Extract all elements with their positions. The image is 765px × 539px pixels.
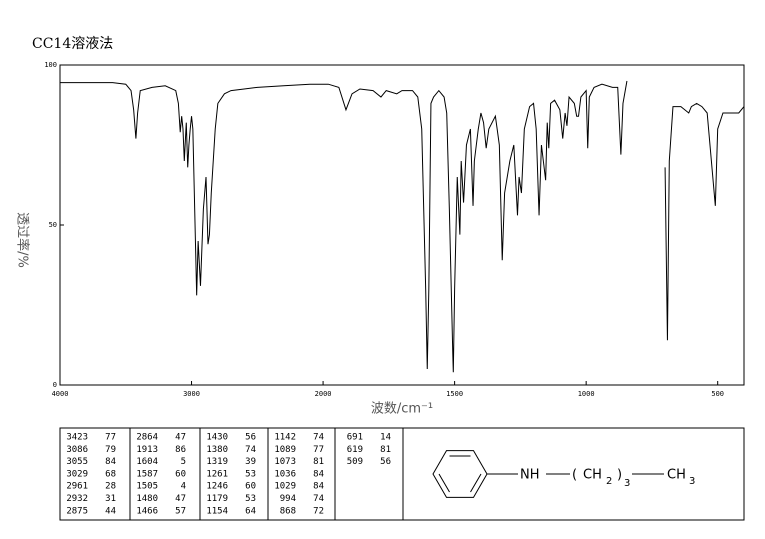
peak-transmittance: 60: [245, 482, 256, 492]
paren-close: ): [617, 468, 622, 483]
peak-transmittance: 47: [175, 433, 186, 443]
peak-transmittance: 47: [175, 494, 186, 504]
peak-transmittance: 81: [313, 457, 324, 467]
peak-wavenumber: 3423: [66, 433, 88, 443]
peak-transmittance: 72: [313, 506, 324, 516]
peak-transmittance: 81: [380, 445, 391, 455]
peak-wavenumber: 619: [347, 445, 363, 455]
peak-transmittance: 77: [313, 445, 324, 455]
peak-wavenumber: 1246: [206, 482, 228, 492]
peak-wavenumber: 868: [280, 506, 296, 516]
peak-wavenumber: 1154: [206, 506, 228, 516]
peak-transmittance: 77: [105, 433, 116, 443]
plot-frame: [59, 64, 745, 386]
peak-wavenumber: 1089: [274, 445, 296, 455]
peak-wavenumber: 2961: [66, 482, 88, 492]
y-tick-label: 50: [49, 221, 57, 229]
peak-transmittance: 60: [175, 469, 186, 479]
peak-transmittance: 28: [105, 482, 116, 492]
peak-wavenumber: 2932: [66, 494, 88, 504]
y-axis-label: 透过率/%: [15, 212, 31, 268]
peak-transmittance: 84: [105, 457, 116, 467]
x-tick-label: 1500: [446, 390, 463, 398]
terminal-label: CH: [667, 468, 686, 483]
benzene-ring: [432, 450, 664, 498]
peak-wavenumber: 994: [280, 494, 296, 504]
x-tick-label: 500: [711, 390, 724, 398]
x-tick-label: 1000: [578, 390, 595, 398]
peak-transmittance: 84: [313, 469, 324, 479]
peak-wavenumber: 691: [347, 433, 363, 443]
amine-label: NH: [520, 468, 540, 483]
peak-wavenumber: 3029: [66, 469, 88, 479]
x-tick-label: 3000: [183, 390, 200, 398]
peak-transmittance: 79: [105, 445, 116, 455]
peak-transmittance: 57: [175, 506, 186, 516]
x-axis-label: 波数/cm⁻¹: [371, 402, 433, 417]
peak-wavenumber: 1466: [136, 506, 158, 516]
peak-wavenumber: 2864: [136, 433, 158, 443]
spectrum-line: [60, 80, 745, 373]
peak-wavenumber: 1319: [206, 457, 228, 467]
peak-transmittance: 44: [105, 506, 116, 516]
x-tick-label: 4000: [52, 390, 69, 398]
peak-wavenumber: 2875: [66, 506, 88, 516]
peak-wavenumber: 1029: [274, 482, 296, 492]
chart-title: CC14溶液法: [32, 36, 113, 52]
peak-transmittance: 86: [175, 445, 186, 455]
peak-transmittance: 31: [105, 494, 116, 504]
paren-open: (: [572, 468, 577, 483]
peak-wavenumber: 1380: [206, 445, 228, 455]
peak-transmittance: 39: [245, 457, 256, 467]
peak-transmittance: 4: [181, 482, 186, 492]
peak-transmittance: 53: [245, 469, 256, 479]
peak-transmittance: 68: [105, 469, 116, 479]
peak-wavenumber: 3086: [66, 445, 88, 455]
peak-transmittance: 56: [245, 433, 256, 443]
peak-wavenumber: 1179: [206, 494, 228, 504]
y-tick-label: 100: [44, 61, 57, 69]
table-frame: [59, 427, 745, 521]
peak-transmittance: 5: [181, 457, 186, 467]
peak-transmittance: 14: [380, 433, 391, 443]
peak-wavenumber: 1430: [206, 433, 228, 443]
peak-transmittance: 74: [313, 433, 324, 443]
peak-transmittance: 84: [313, 482, 324, 492]
peak-wavenumber: 1587: [136, 469, 158, 479]
peak-wavenumber: 509: [347, 457, 363, 467]
x-tick-label: 2000: [315, 390, 332, 398]
peak-transmittance: 56: [380, 457, 391, 467]
chain-subscript: 2: [606, 476, 612, 487]
peak-wavenumber: 1073: [274, 457, 296, 467]
peak-wavenumber: 1480: [136, 494, 158, 504]
chain-label: CH: [583, 468, 602, 483]
peak-wavenumber: 1505: [136, 482, 158, 492]
peak-wavenumber: 1604: [136, 457, 158, 467]
peak-wavenumber: 1913: [136, 445, 158, 455]
peak-wavenumber: 1142: [274, 433, 296, 443]
peak-transmittance: 74: [245, 445, 256, 455]
terminal-subscript: 3: [689, 476, 695, 487]
peak-wavenumber: 3055: [66, 457, 88, 467]
peak-wavenumber: 1036: [274, 469, 296, 479]
repeat-subscript: 3: [624, 478, 630, 489]
peak-transmittance: 64: [245, 506, 256, 516]
peak-wavenumber: 1261: [206, 469, 228, 479]
peak-transmittance: 53: [245, 494, 256, 504]
peak-transmittance: 74: [313, 494, 324, 504]
y-tick-label: 0: [53, 381, 57, 389]
